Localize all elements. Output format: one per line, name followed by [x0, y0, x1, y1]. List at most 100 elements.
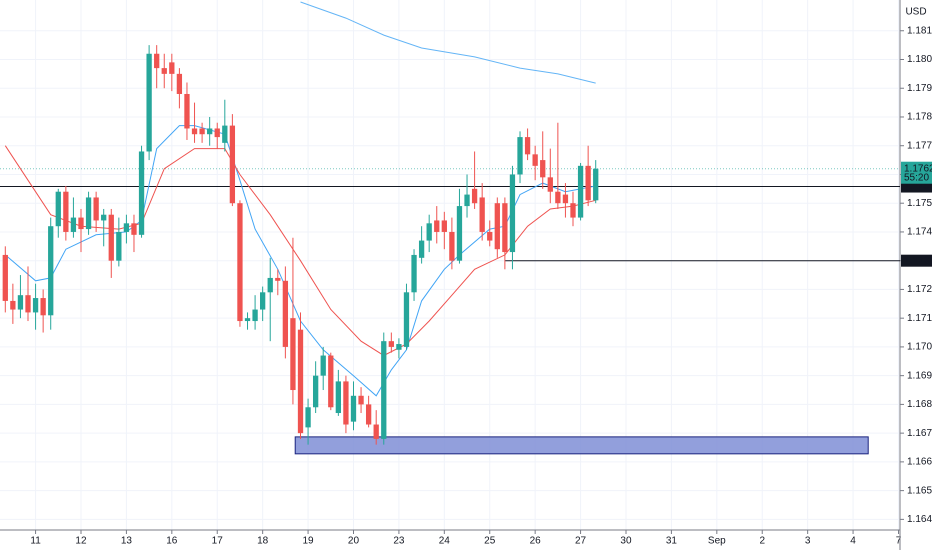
candle-body — [184, 93, 190, 129]
candle-body — [365, 404, 372, 425]
y-tick-label: 1.16600 — [907, 457, 932, 468]
current-price-label: 1.17620 — [904, 163, 932, 174]
candle-body — [63, 191, 69, 232]
candle-body — [2, 254, 8, 301]
y-tick-label: 1.17400 — [907, 227, 932, 238]
x-tick-label: 4 — [850, 536, 856, 547]
x-tick-label: 26 — [530, 536, 542, 547]
candle-body — [252, 309, 258, 322]
x-tick-label: 20 — [348, 536, 360, 547]
y-tick-label: 1.16500 — [907, 485, 932, 496]
y-tick-label: 1.16400 — [907, 514, 932, 525]
candle-body — [222, 125, 228, 143]
y-tick-label: 1.17000 — [907, 342, 932, 353]
x-tick-label: 3 — [805, 536, 811, 547]
candle-body — [176, 73, 183, 94]
candle-body — [517, 137, 523, 175]
candle-body — [373, 424, 379, 439]
x-tick-label: 24 — [439, 536, 451, 547]
candle-body — [532, 154, 538, 166]
candle-body — [388, 341, 394, 347]
candle-body — [191, 128, 198, 135]
candle-body — [146, 53, 152, 152]
candle-body — [260, 292, 266, 310]
y-tick-label: 1.17500 — [907, 198, 932, 209]
candle-body — [131, 223, 137, 235]
support-zone — [294, 436, 869, 455]
candle-body — [48, 226, 54, 316]
candle-body — [312, 375, 319, 408]
y-tick-label: 1.16800 — [907, 399, 932, 410]
candle-body — [502, 203, 508, 253]
x-tick-label: 11 — [30, 536, 41, 547]
candle-body — [85, 197, 92, 230]
level-label: 1.17300 — [904, 255, 932, 266]
y-tick-label: 1.18000 — [907, 54, 932, 65]
candle-body — [275, 277, 281, 281]
y-tick-label: 1.18100 — [907, 25, 932, 36]
countdown-label: 55:20 — [904, 172, 929, 183]
candle-body — [154, 53, 160, 69]
candle-body — [487, 231, 493, 241]
y-tick-label: 1.17800 — [907, 112, 932, 123]
candle-body — [456, 206, 463, 261]
candle-body — [540, 160, 546, 178]
candle-body — [524, 137, 531, 155]
candle-body — [199, 128, 205, 135]
x-tick-label: 25 — [484, 536, 496, 547]
x-tick-label: 17 — [212, 536, 224, 547]
indicator-line — [300, 1, 596, 84]
candle-body — [116, 231, 122, 261]
candle-body — [479, 197, 485, 232]
candle-body — [494, 203, 500, 250]
level-label-box — [901, 254, 932, 267]
candle-body — [290, 318, 296, 391]
candle-body — [320, 355, 326, 376]
current-price-box — [901, 161, 932, 184]
x-tick-label: 12 — [75, 536, 87, 547]
candle-body — [358, 395, 364, 405]
candle-body — [108, 214, 114, 261]
candle-body — [441, 220, 447, 232]
candle-body — [577, 165, 584, 218]
y-tick-label: 1.17900 — [907, 83, 932, 94]
x-tick-label: Sep — [708, 536, 726, 547]
x-tick-label: 27 — [575, 536, 587, 547]
level-label: 1.17558 — [904, 181, 932, 192]
x-tick-label: 31 — [666, 536, 678, 547]
candle-body — [335, 381, 342, 414]
candle-body — [449, 231, 455, 261]
candle-body — [471, 188, 478, 204]
candle-body — [93, 197, 99, 221]
candle-body — [267, 277, 273, 293]
x-tick-label: 13 — [121, 536, 133, 547]
candle-body — [25, 295, 31, 313]
candle-body — [411, 254, 417, 293]
candle-body — [169, 62, 175, 74]
y-tick-label: 1.16900 — [907, 370, 932, 381]
candle-body — [562, 194, 569, 204]
candle-body — [297, 329, 304, 434]
candle-body — [570, 203, 576, 218]
candle-body — [32, 298, 39, 313]
candle-body — [138, 151, 145, 235]
x-tick-label: 7 — [896, 536, 902, 547]
candle-body — [17, 295, 24, 310]
candle-body — [207, 128, 213, 135]
candle-body — [229, 125, 236, 204]
candle-body — [305, 407, 311, 428]
candle-body — [214, 128, 220, 138]
candle-body — [237, 203, 243, 322]
x-tick-label: 18 — [257, 536, 269, 547]
candle-body — [161, 68, 167, 74]
y-tick-label: 1.17200 — [907, 284, 932, 295]
candle-body — [40, 298, 46, 316]
candle-body — [547, 177, 553, 192]
y-tick-label: 1.17100 — [907, 313, 932, 324]
x-tick-label: 23 — [393, 536, 405, 547]
candle-body — [55, 191, 61, 227]
candle-body — [396, 344, 402, 350]
